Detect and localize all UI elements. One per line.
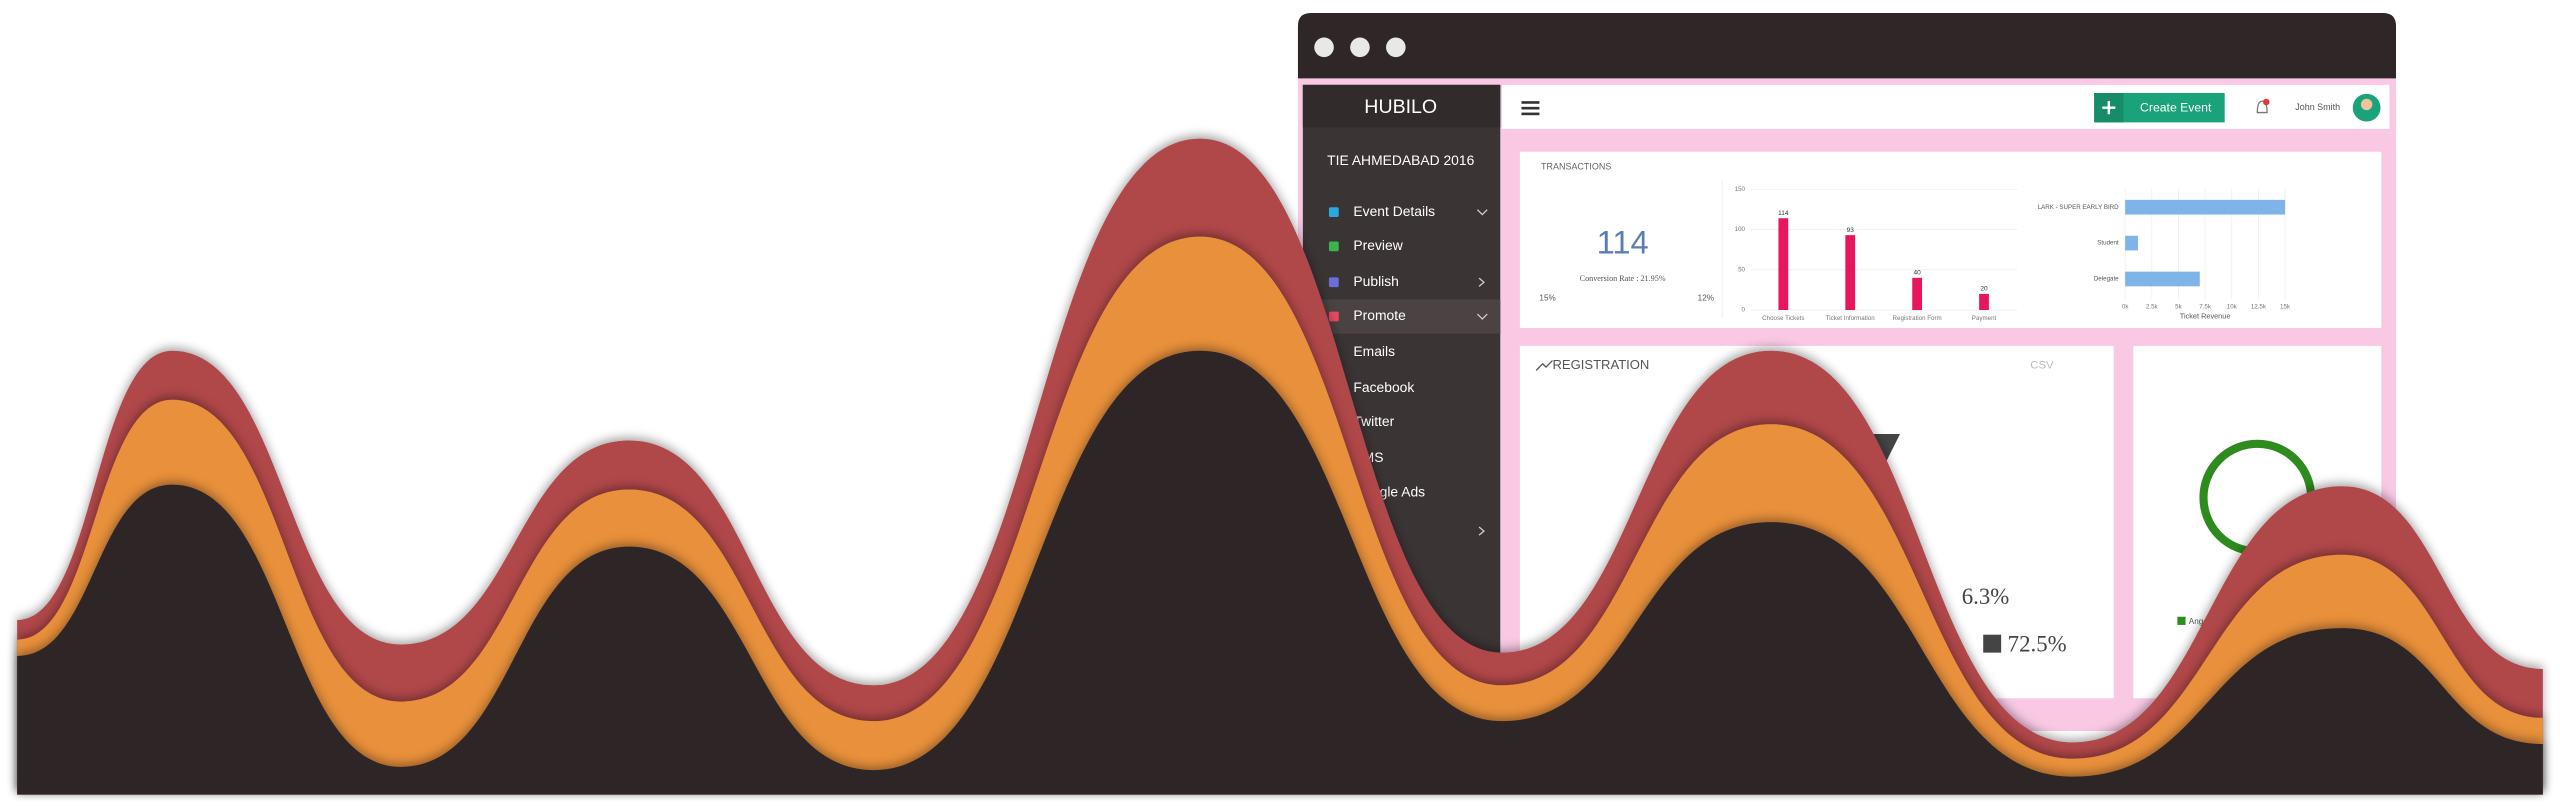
bell-icon[interactable] <box>2256 100 2268 114</box>
chevron <box>1478 277 1485 287</box>
menu-item[interactable]: Emails <box>1353 343 1395 359</box>
menu-item[interactable]: Facebook <box>1353 379 1414 395</box>
menu-icon <box>1328 311 1339 322</box>
menu-icon <box>1328 241 1339 252</box>
bar <box>1912 277 1923 310</box>
y-tick-label: 100 <box>1735 226 1746 233</box>
window-dot <box>1386 37 1406 58</box>
x-tick-label: Ticket Information <box>1826 315 1876 322</box>
bar <box>2125 199 2286 215</box>
menu-toggle[interactable] <box>1521 101 1540 116</box>
chevron <box>1476 209 1488 216</box>
wave <box>17 350 2543 795</box>
card-title: TRANSACTIONS <box>1541 162 1611 172</box>
menu-item[interactable]: Event Details <box>1353 203 1435 219</box>
bar <box>2125 271 2200 287</box>
stat-right: 12% <box>1698 294 1714 303</box>
avatar-face <box>2360 98 2373 111</box>
x-tick-label: 5k <box>2175 303 2182 310</box>
transactions-card: TRANSACTIONS 114 Conversion Rate : 21.95… <box>1519 151 2382 328</box>
menu-icon-line <box>1521 101 1540 104</box>
window-dot <box>1350 37 1370 58</box>
chart-icon <box>1535 360 1553 371</box>
notification-badge <box>2263 98 2270 106</box>
chevron <box>1476 313 1488 320</box>
legend-label: Angel <box>2189 617 2210 626</box>
brand: HUBILO <box>1364 96 1437 118</box>
x-axis-label: Ticket Revenue <box>2180 311 2231 320</box>
header-bg <box>1501 84 2390 129</box>
bar <box>1778 218 1789 310</box>
y-tick-label: Delegate <box>2094 276 2119 283</box>
x-tick-label: 15k <box>2280 303 2291 310</box>
menu-item[interactable]: Preview <box>1353 237 1403 253</box>
x-tick-label: 0k <box>2122 303 2129 310</box>
create-event-button[interactable]: Create Event <box>2094 93 2225 123</box>
x-tick-label: 7.5k <box>2199 303 2212 310</box>
value-label: 114 <box>1778 210 1789 217</box>
chevron <box>1478 526 1485 536</box>
legend-swatch <box>2177 616 2186 625</box>
stat-2: 72.5% <box>2008 631 2067 656</box>
conversion-rate: Conversion Rate : 21.95% <box>1580 274 1666 283</box>
x-tick-label: Registration Form <box>1893 315 1942 322</box>
menu-icon-line <box>1521 112 1540 116</box>
bar <box>2125 235 2138 251</box>
value-label: 20 <box>1980 286 1988 293</box>
plus-icon <box>2102 101 2116 115</box>
y-tick-label: 150 <box>1735 186 1746 193</box>
y-tick-label: 50 <box>1738 266 1745 273</box>
menu-item[interactable]: Promote <box>1353 307 1406 323</box>
event-name: TIE AHMEDABAD 2016 <box>1327 152 1474 168</box>
y-tick-label: Student <box>2097 240 2119 247</box>
menu-icon <box>1328 207 1339 217</box>
x-tick-label: Payment <box>1972 315 1997 322</box>
x-tick-label: 10k <box>2227 303 2238 310</box>
x-tick-label: 12.5k <box>2251 303 2267 310</box>
button-label: Create Event <box>2140 101 2212 115</box>
stat-left: 15% <box>1539 294 1555 303</box>
stat-icon <box>1983 634 2002 653</box>
value-label: 40 <box>1914 270 1922 277</box>
x-tick-label: 2.5k <box>2146 303 2159 310</box>
brand-bar <box>1302 84 1501 128</box>
y-tick-label: 0 <box>1742 307 1746 314</box>
card-bg <box>1519 151 2382 328</box>
waves <box>17 138 2543 795</box>
bar <box>1979 293 1989 310</box>
menu-item[interactable]: Twitter <box>1353 413 1394 429</box>
x-tick-label: Choose Tickets <box>1762 315 1804 322</box>
total: 114 <box>1597 223 1649 260</box>
csv-button[interactable]: CSV <box>2030 359 2054 371</box>
window-dot <box>1314 37 1334 58</box>
title-bar <box>1297 13 2396 79</box>
value-label: 93 <box>1847 227 1855 234</box>
y-tick-label: LARK - SUPER EARLY BIRD <box>2038 204 2119 211</box>
stat-1: 6.3% <box>1962 584 2010 609</box>
menu-icon <box>1328 277 1339 288</box>
top-header: Create Event John Smith <box>1501 84 2390 129</box>
card-title: REGISTRATION <box>1552 357 1649 372</box>
menu-item[interactable]: Publish <box>1353 273 1398 289</box>
user-name[interactable]: John Smith <box>2295 102 2340 112</box>
bar <box>1845 235 1856 310</box>
menu-icon-line <box>1521 106 1540 110</box>
